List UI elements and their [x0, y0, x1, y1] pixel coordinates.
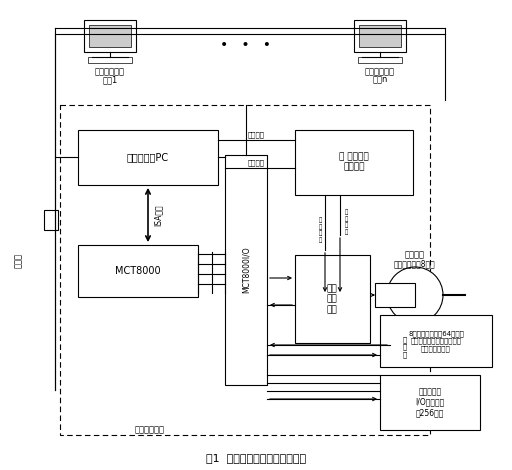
Text: 一体化工业PC: 一体化工业PC — [127, 152, 169, 162]
Text: 电源关断: 电源关断 — [247, 160, 265, 166]
Bar — [380, 375, 480, 430]
Text: 编
码
器: 编 码 器 — [403, 336, 407, 358]
Text: 8通道（可扩展为64通道）
模拟输入，用于外接机器人
环境感知传感器: 8通道（可扩展为64通道） 模拟输入，用于外接机器人 环境感知传感器 — [408, 330, 464, 352]
Bar — [84, 20, 136, 52]
Text: 网际远程控制: 网际远程控制 — [365, 68, 395, 77]
Bar — [225, 155, 267, 385]
Text: 网际远程控制: 网际远程控制 — [95, 68, 125, 77]
Text: 图1  廖信机器人控制器硬件组成: 图1 廖信机器人控制器硬件组成 — [206, 453, 306, 463]
Text: 电
源
供
应: 电 源 供 应 — [318, 218, 322, 243]
Text: 转
速
控
制: 转 速 控 制 — [345, 210, 348, 235]
Text: 电 源和安全
保护电路: 电 源和安全 保护电路 — [339, 152, 369, 172]
Bar — [295, 130, 413, 195]
Bar — [359, 25, 401, 47]
Text: 伺服
驱动
单元: 伺服 驱动 单元 — [327, 284, 337, 314]
Bar — [60, 105, 430, 435]
Bar — [358, 57, 402, 63]
Bar — [88, 57, 132, 63]
Circle shape — [387, 267, 443, 323]
Bar — [44, 210, 58, 230]
Bar — [390, 328, 420, 366]
Text: 伺服电机: 伺服电机 — [405, 251, 425, 259]
Text: ISA总线: ISA总线 — [154, 204, 162, 226]
Bar — [375, 283, 415, 307]
Bar — [78, 245, 198, 297]
Text: 状态监控: 状态监控 — [247, 132, 265, 138]
Text: （可同时控制8轴）: （可同时控制8轴） — [394, 259, 436, 268]
Text: MCT8000: MCT8000 — [115, 266, 161, 276]
Text: 以太网: 以太网 — [13, 252, 23, 267]
Bar — [89, 25, 131, 47]
Bar — [295, 255, 370, 343]
Text: •   •   •: • • • — [220, 38, 270, 52]
Text: 机器人控制器: 机器人控制器 — [135, 425, 165, 434]
Text: MCT8000I/O: MCT8000I/O — [242, 247, 250, 293]
Bar — [354, 20, 406, 52]
Text: 终端n: 终端n — [372, 76, 388, 85]
Text: 终端1: 终端1 — [102, 76, 118, 85]
Bar — [78, 130, 218, 185]
Text: 开关量控制
I/O（可扩展
到256点）: 开关量控制 I/O（可扩展 到256点） — [415, 387, 444, 417]
Bar — [380, 315, 492, 367]
